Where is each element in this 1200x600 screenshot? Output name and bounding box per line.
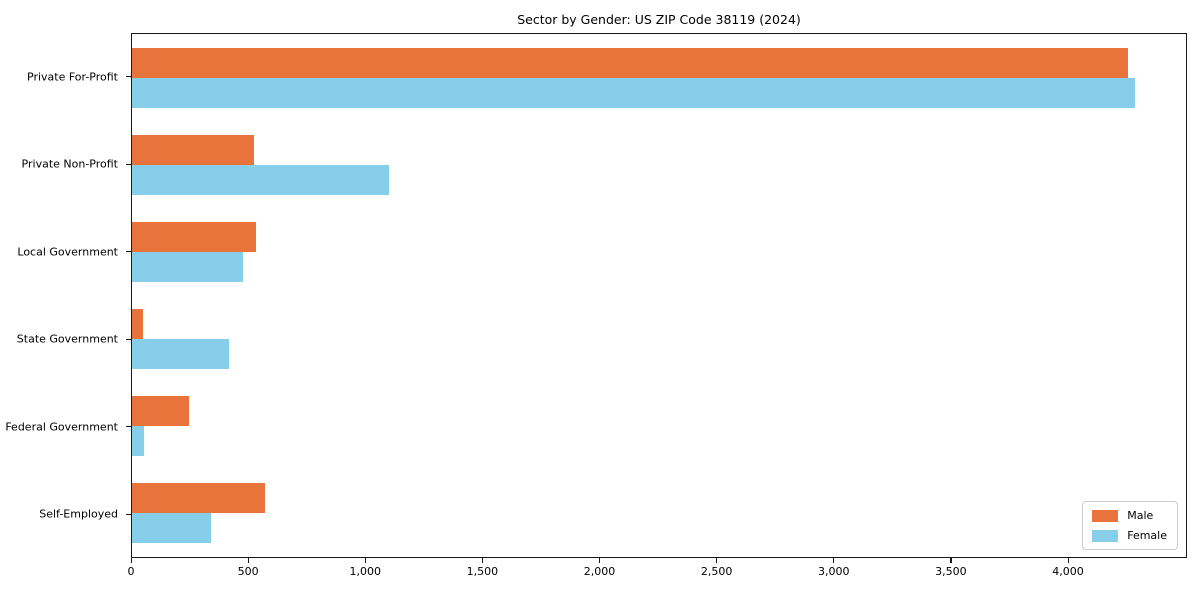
category-row-private-for-profit [132, 34, 1186, 121]
x-tick-mark [130, 558, 132, 563]
y-tick-label-private-non-profit: Private Non-Profit [21, 157, 118, 171]
legend-label-female: Female [1127, 529, 1167, 542]
legend-item-female: Female [1092, 529, 1167, 542]
legend-label-male: Male [1127, 509, 1154, 522]
x-tick-label-2-000: 2,000 [583, 565, 616, 578]
legend-item-male: Male [1092, 509, 1167, 522]
y-tick-mark [126, 338, 131, 340]
x-tick-label-0: 0 [127, 565, 135, 578]
y-tick-mark [126, 251, 131, 253]
x-tick-mark [1067, 558, 1069, 563]
bar-female-state-government [132, 339, 230, 370]
x-tick-label-500: 500 [237, 565, 259, 578]
plot-area: Male Female [131, 33, 1187, 558]
bar-male-state-government [132, 309, 143, 340]
x-tick-label-3-000: 3,000 [818, 565, 850, 578]
x-tick-mark [716, 558, 718, 563]
bar-male-self-employed [132, 483, 266, 514]
bar-male-private-for-profit [132, 47, 1129, 78]
category-row-state-government [132, 296, 1186, 383]
bar-male-private-non-profit [132, 134, 254, 165]
y-tick-label-self-employed: Self-Employed [39, 507, 118, 521]
x-tick-mark [599, 558, 601, 563]
x-tick-label-1-000: 1,000 [349, 565, 382, 578]
x-tick-mark [481, 558, 484, 563]
y-tick-mark [126, 513, 131, 515]
bar-female-private-non-profit [132, 164, 390, 195]
bar-female-local-government [132, 251, 244, 282]
y-tick-mark [126, 163, 131, 165]
x-tick-mark [364, 558, 366, 563]
bar-female-private-for-profit [132, 77, 1136, 108]
y-tick-mark [126, 76, 131, 78]
x-tick-label-2-500: 2,500 [700, 565, 733, 578]
x-tick-label-4-000: 4,000 [1052, 565, 1084, 578]
bar-female-self-employed [132, 513, 212, 544]
y-tick-label-state-government: State Government [16, 332, 118, 346]
y-tick-label-private-for-profit: Private For-Profit [27, 70, 118, 84]
x-tick-label-3-500: 3,500 [935, 565, 967, 578]
x-tick-label-1-500: 1,500 [466, 565, 499, 578]
bar-male-local-government [132, 221, 256, 252]
x-tick-mark [247, 558, 249, 563]
x-tick-mark [833, 558, 835, 563]
bar-female-federal-government [132, 426, 144, 457]
legend-swatch-female [1092, 529, 1119, 542]
x-tick-mark [950, 558, 952, 563]
legend: Male Female [1082, 501, 1178, 550]
bar-rows [132, 34, 1186, 557]
y-tick-mark [126, 426, 131, 428]
category-row-self-employed [132, 470, 1186, 557]
chart-title: Sector by Gender: US ZIP Code 38119 (202… [517, 12, 801, 27]
category-row-federal-government [132, 383, 1186, 470]
y-tick-label-federal-government: Federal Government [5, 420, 118, 434]
y-tick-label-local-government: Local Government [17, 245, 118, 259]
category-row-local-government [132, 208, 1186, 295]
legend-swatch-male [1092, 509, 1119, 522]
category-row-private-non-profit [132, 121, 1186, 208]
bar-male-federal-government [132, 396, 190, 427]
